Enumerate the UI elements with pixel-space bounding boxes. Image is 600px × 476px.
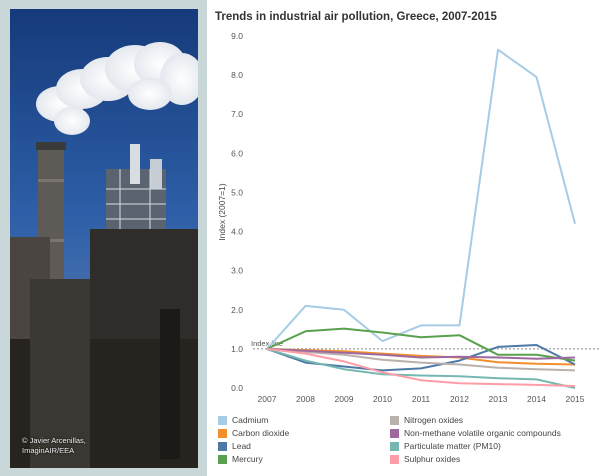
legend-label: Non-methane volatile organic compounds bbox=[404, 428, 561, 438]
chart-title: Trends in industrial air pollution, Gree… bbox=[215, 11, 497, 23]
y-tick-label: 4.0 bbox=[231, 227, 243, 237]
series-line-nitrogen-oxides bbox=[266, 347, 576, 372]
x-tick-label: 2015 bbox=[566, 394, 585, 404]
legend-item: Non-methane volatile organic compounds bbox=[390, 428, 561, 438]
legend-swatch bbox=[218, 428, 227, 438]
legend-label: Lead bbox=[232, 441, 251, 451]
y-tick-label: 5.0 bbox=[231, 187, 243, 197]
series-line-sulphur-oxides bbox=[266, 347, 576, 387]
y-tick-label: 7.0 bbox=[231, 109, 243, 119]
legend-swatch bbox=[390, 428, 399, 438]
legend-swatch bbox=[218, 441, 227, 451]
legend-swatch bbox=[390, 454, 399, 464]
legend-item: Mercury bbox=[218, 454, 263, 464]
legend-swatch bbox=[218, 454, 227, 464]
x-tick-label: 2009 bbox=[335, 394, 354, 404]
photo-frame: © Javier Arcenillas, ImaginAIR/EEA bbox=[0, 0, 207, 476]
legend-item: Sulphur oxides bbox=[390, 454, 460, 464]
line-chart: 0.0 1.0 2.0 3.0 4.0 5.0 6.0 7.0 8.0 9.0 Index (200… bbox=[217, 31, 599, 404]
y-tick-label: 8.0 bbox=[231, 70, 243, 80]
legend-label: Mercury bbox=[232, 454, 263, 464]
y-axis-label: Index (2007=1) bbox=[217, 183, 227, 241]
chart-legend: Cadmium Carbon dioxide Lead Mercury Nitrogen… bbox=[218, 415, 598, 473]
x-tick-label: 2011 bbox=[412, 394, 431, 404]
series-line-non-methane-volatile-organic-compounds bbox=[266, 347, 576, 360]
x-tick-label: 2007 bbox=[258, 394, 277, 404]
x-tick-label: 2014 bbox=[527, 394, 546, 404]
legend-item: Particulate matter (PM10) bbox=[390, 441, 501, 451]
legend-swatch bbox=[390, 415, 399, 425]
industrial-chimney-photo: © Javier Arcenillas, ImaginAIR/EEA bbox=[10, 9, 198, 468]
series-line-mercury bbox=[266, 327, 576, 362]
legend-label: Sulphur oxides bbox=[404, 454, 461, 464]
y-tick-label: 2.0 bbox=[231, 305, 243, 315]
legend-label: Nitrogen oxides bbox=[404, 415, 464, 425]
y-tick-label: 9.0 bbox=[231, 31, 243, 41]
x-tick-label: 2008 bbox=[296, 394, 315, 404]
x-tick-label: 2012 bbox=[450, 394, 469, 404]
series-line-particulate-matter-pm10- bbox=[266, 347, 576, 389]
photo-credit: © Javier Arcenillas, ImaginAIR/EEA bbox=[22, 436, 86, 455]
legend-item: Carbon dioxide bbox=[218, 428, 289, 438]
y-tick-label: 1.0 bbox=[231, 344, 243, 354]
x-tick-label: 2010 bbox=[373, 394, 392, 404]
index-line-label: Index line bbox=[251, 339, 283, 348]
legend-swatch bbox=[218, 415, 227, 425]
y-tick-label: 3.0 bbox=[231, 266, 243, 276]
legend-swatch bbox=[390, 441, 399, 451]
legend-label: Carbon dioxide bbox=[232, 428, 290, 438]
legend-item: Lead bbox=[218, 441, 251, 451]
y-tick-label: 0.0 bbox=[231, 383, 243, 393]
legend-label: Cadmium bbox=[232, 415, 269, 425]
x-tick-label: 2013 bbox=[489, 394, 508, 404]
legend-label: Particulate matter (PM10) bbox=[404, 441, 501, 451]
legend-item: Cadmium bbox=[218, 415, 268, 425]
series-line-cadmium bbox=[266, 48, 576, 350]
legend-item: Nitrogen oxides bbox=[390, 415, 463, 425]
y-tick-label: 6.0 bbox=[231, 148, 243, 158]
